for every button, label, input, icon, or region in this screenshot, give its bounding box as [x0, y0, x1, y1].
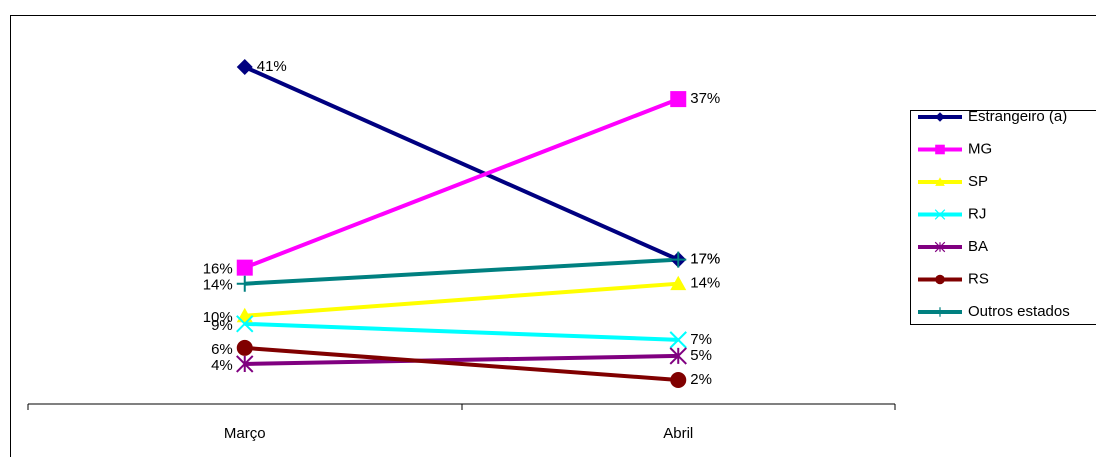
marker — [236, 259, 253, 276]
legend-marker — [935, 144, 945, 155]
marker — [236, 339, 253, 356]
data-label: 10% — [203, 309, 233, 326]
legend-label: MG — [968, 140, 992, 157]
marker — [236, 315, 254, 333]
data-label: 17% — [690, 251, 720, 268]
marker — [670, 372, 687, 388]
legend-marker — [935, 274, 945, 285]
marker — [236, 59, 253, 75]
x-tick-label: Março — [224, 425, 266, 442]
data-label: 9% — [211, 317, 233, 334]
series-line — [244, 353, 679, 366]
marker — [236, 275, 253, 292]
marker — [670, 251, 687, 268]
marker — [669, 331, 687, 349]
marker — [669, 347, 687, 365]
series-line — [244, 281, 679, 318]
data-label: 14% — [690, 275, 720, 292]
marker — [236, 355, 254, 373]
data-label: 5% — [690, 347, 712, 364]
legend-marker — [935, 177, 945, 186]
marker — [670, 91, 687, 108]
data-label: 37% — [690, 90, 720, 107]
legend-marker — [934, 209, 946, 220]
series-line — [244, 345, 679, 382]
legend-marker — [934, 241, 946, 253]
legend-box — [910, 110, 1096, 325]
data-label: 6% — [211, 341, 233, 358]
legend-label: RJ — [968, 205, 986, 222]
legend-label: BA — [968, 238, 988, 255]
legend-label: SP — [968, 173, 988, 190]
legend-label: Estrangeiro (a) — [968, 108, 1067, 125]
data-label: 41% — [257, 58, 287, 75]
series-line — [244, 97, 679, 270]
chart-border — [10, 15, 1096, 457]
data-label: 2% — [690, 371, 712, 388]
x-tick-label: Abril — [663, 425, 693, 442]
data-label: 7% — [690, 331, 712, 348]
legend-marker — [935, 112, 945, 122]
data-label: 17% — [690, 251, 720, 268]
data-label: 16% — [203, 261, 233, 278]
series-line — [243, 65, 680, 262]
legend-label: Outros estados — [968, 303, 1070, 320]
series-line — [244, 257, 679, 286]
legend-label: RS — [968, 270, 989, 287]
data-label: 14% — [203, 277, 233, 294]
legend-marker — [935, 307, 945, 317]
series-line — [244, 321, 679, 342]
marker — [670, 275, 687, 291]
data-label: 4% — [211, 357, 233, 374]
